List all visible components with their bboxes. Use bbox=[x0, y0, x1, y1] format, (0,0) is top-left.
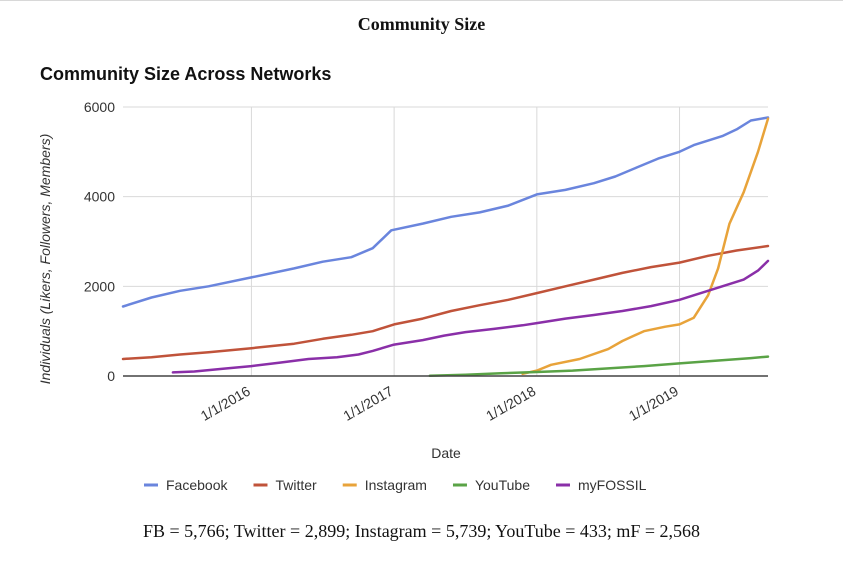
y-tick-label: 2000 bbox=[84, 278, 115, 294]
x-tick-label: 1/1/2017 bbox=[340, 383, 395, 424]
x-tick-label: 1/1/2019 bbox=[626, 383, 681, 424]
y-tick-label: 4000 bbox=[84, 189, 115, 205]
top-rule bbox=[0, 0, 843, 1]
x-tick-label: 1/1/2016 bbox=[198, 383, 253, 424]
series-line-youtube bbox=[428, 355, 770, 378]
y-tick-label: 6000 bbox=[84, 99, 115, 115]
legend-label-myfossil: myFOSSIL bbox=[578, 477, 647, 493]
x-axis-ticks: 1/1/2016 1/1/2017 1/1/2018 1/1/2019 bbox=[198, 383, 681, 424]
y-axis-ticks: 0 2000 4000 6000 bbox=[84, 99, 115, 384]
legend-label-facebook: Facebook bbox=[166, 477, 228, 493]
series-lines bbox=[121, 116, 770, 378]
page-title: Community Size bbox=[357, 14, 486, 34]
legend-label-youtube: YouTube bbox=[475, 477, 530, 493]
y-tick-label: 0 bbox=[107, 368, 115, 384]
gridlines bbox=[123, 106, 768, 376]
chart-title: Community Size Across Networks bbox=[40, 64, 331, 84]
series-line-myfossil bbox=[171, 259, 770, 374]
x-tick-label: 1/1/2018 bbox=[483, 383, 538, 424]
y-axis-label: Individuals (Likers, Followers, Members) bbox=[37, 134, 53, 385]
legend: Facebook Twitter Instagram YouTube myFOSSIL bbox=[144, 477, 647, 493]
x-axis-label: Date bbox=[431, 445, 461, 461]
legend-label-twitter: Twitter bbox=[275, 477, 317, 493]
summary-caption: FB = 5,766; Twitter = 2,899; Instagram =… bbox=[142, 521, 701, 541]
series-line-instagram bbox=[521, 117, 770, 376]
series-line-twitter bbox=[121, 244, 770, 361]
legend-label-instagram: Instagram bbox=[365, 477, 427, 493]
series-line-facebook bbox=[121, 116, 770, 308]
line-chart: Community Size Across Networks 0 2000 4000… bbox=[37, 64, 770, 493]
